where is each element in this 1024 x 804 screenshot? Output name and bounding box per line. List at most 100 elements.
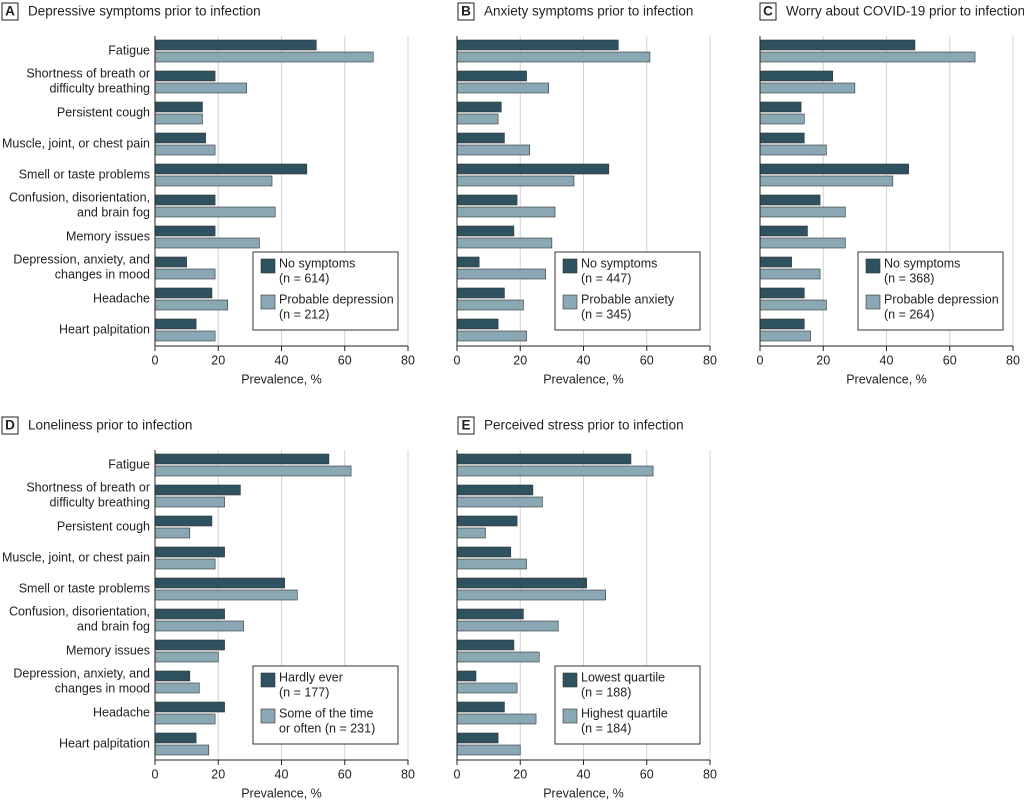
panel-title: Depressive symptoms prior to infection [28, 4, 261, 19]
bar [154, 287, 213, 299]
bar [456, 546, 512, 558]
legend-swatch [260, 708, 276, 724]
x-tick-label: 0 [152, 767, 159, 781]
panel-label: A [5, 4, 15, 19]
bar [154, 132, 206, 144]
bar [154, 527, 191, 539]
x-tick-label: 0 [454, 353, 461, 367]
x-tick-label: 40 [275, 353, 289, 367]
bar [154, 546, 225, 558]
bar [154, 268, 216, 280]
bar [759, 225, 808, 237]
bar [456, 465, 654, 477]
bar [456, 732, 499, 744]
bar [154, 589, 298, 601]
bar [759, 70, 834, 82]
legend-label: Probable anxiety (n = 345) [581, 293, 675, 322]
panel-label-box [457, 416, 475, 435]
bar [154, 256, 187, 268]
bar [154, 465, 352, 477]
legend-label: Lowest quartile (n = 188) [581, 671, 665, 700]
bar [759, 330, 811, 342]
bar [456, 484, 534, 496]
legend-box [857, 251, 1004, 331]
bar [154, 206, 276, 218]
bar [759, 237, 846, 249]
bar [154, 194, 216, 206]
bar [154, 484, 241, 496]
panel-label-box [1, 416, 19, 435]
bar [154, 732, 197, 744]
category-label: Confusion, disorientation, and brain fog [9, 605, 150, 634]
x-axis-label: Prevalence, % [241, 372, 322, 386]
category-label: Headache [93, 705, 150, 719]
category-label: Confusion, disorientation, and brain fog [9, 191, 150, 220]
bar [154, 144, 216, 156]
category-label: Persistent cough [57, 105, 150, 119]
legend-label: Hardly ever (n = 177) [279, 671, 343, 700]
bar [456, 163, 610, 175]
bar [154, 608, 225, 620]
x-tick-label: 60 [640, 767, 654, 781]
panel-label-box [1, 2, 19, 21]
legend-label: Probable depression (n = 212) [279, 293, 394, 322]
bar [759, 175, 894, 187]
bar [759, 287, 805, 299]
panel-label: C [763, 4, 773, 19]
bar [154, 330, 216, 342]
x-tick-label: 0 [454, 767, 461, 781]
bar [759, 299, 827, 311]
bar [154, 82, 248, 94]
category-label: Depression, anxiety, and changes in mood [13, 667, 150, 696]
bar [759, 39, 916, 51]
category-label: Shortness of breath or difficulty breathi… [26, 67, 150, 96]
bar [456, 651, 540, 663]
bar [154, 577, 285, 589]
bar [759, 113, 805, 125]
bar [456, 39, 619, 51]
x-tick-label: 80 [1006, 353, 1020, 367]
category-label: Fatigue [108, 457, 150, 471]
x-tick-label: 20 [513, 353, 527, 367]
bar [456, 577, 587, 589]
category-label: Heart palpitation [59, 322, 150, 336]
bar [154, 101, 203, 113]
bar [154, 51, 374, 63]
bar [456, 744, 521, 756]
bar [456, 682, 518, 694]
bar [456, 113, 499, 125]
category-label: Depression, anxiety, and changes in mood [13, 253, 150, 282]
panel-label: B [461, 4, 471, 19]
legend-box [252, 665, 399, 745]
bar [759, 256, 792, 268]
category-label: Fatigue [108, 43, 150, 57]
legend-label: Highest quartile (n = 184) [581, 707, 668, 736]
bar [759, 82, 856, 94]
category-label: Persistent cough [57, 519, 150, 533]
bar [154, 515, 213, 527]
bar [456, 608, 524, 620]
legend-label: No symptoms (n = 447) [581, 257, 657, 286]
legend-label: Some of the time or often (n = 231) [279, 707, 375, 736]
legend-box [554, 665, 701, 745]
bar [456, 144, 531, 156]
bar [154, 620, 244, 632]
bar [759, 206, 846, 218]
legend-swatch [260, 294, 276, 310]
x-tick-label: 80 [703, 353, 717, 367]
bar [456, 82, 550, 94]
category-label: Muscle, joint, or chest pain [2, 136, 150, 150]
bar [456, 206, 556, 218]
bar [154, 744, 210, 756]
x-axis-label: Prevalence, % [846, 372, 927, 386]
panel-label: E [461, 418, 470, 433]
bar [456, 639, 515, 651]
panel-title: Perceived stress prior to infection [484, 418, 684, 433]
x-tick-label: 40 [275, 767, 289, 781]
bar [154, 163, 308, 175]
x-axis-label: Prevalence, % [543, 372, 624, 386]
x-tick-label: 40 [577, 353, 591, 367]
bar [456, 256, 480, 268]
bar [456, 620, 559, 632]
bar [154, 639, 225, 651]
